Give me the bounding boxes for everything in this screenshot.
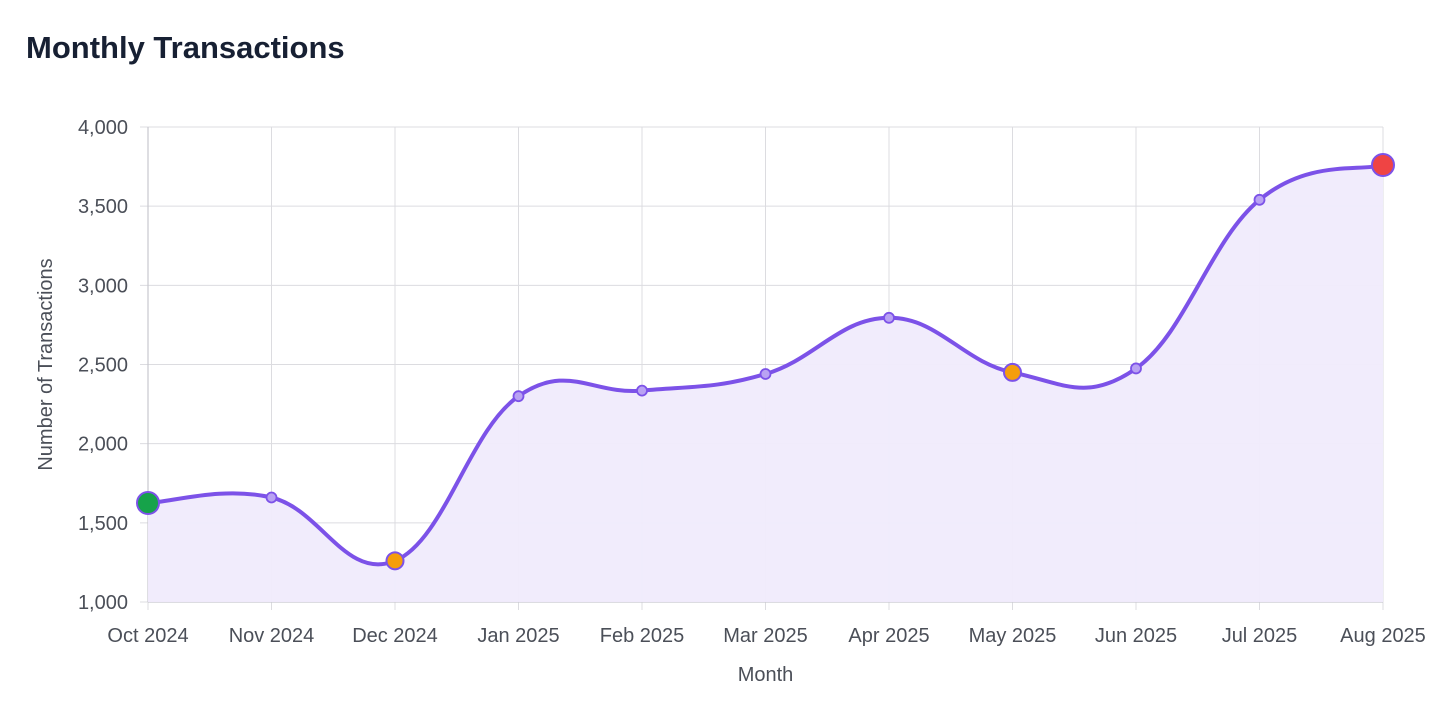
- y-tick-label: 2,000: [78, 434, 128, 456]
- x-tick-label: Feb 2025: [600, 625, 685, 647]
- x-axis-ticks: Oct 2024 Nov 2024 Dec 2024 Jan 2025 Feb 2025…: [107, 625, 1425, 647]
- y-tick-label: 1,000: [78, 592, 128, 614]
- x-axis-title: Month: [738, 664, 794, 686]
- x-tick-label: May 2025: [969, 625, 1057, 647]
- y-tick-label: 3,500: [78, 196, 128, 218]
- y-tick-label: 1,500: [78, 513, 128, 535]
- y-tick-label: 2,500: [78, 355, 128, 377]
- area-fill: [148, 165, 1383, 602]
- data-points: [136, 153, 1395, 571]
- data-point[interactable]: [1130, 362, 1142, 375]
- data-point[interactable]: [512, 390, 525, 403]
- data-point[interactable]: [636, 384, 648, 397]
- chart-title: Monthly Transactions: [26, 30, 345, 65]
- data-point-dip[interactable]: [1003, 362, 1022, 382]
- data-point[interactable]: [1253, 193, 1266, 206]
- x-tick-label: Jun 2025: [1095, 625, 1177, 647]
- y-tick-label: 4,000: [78, 117, 128, 139]
- x-tick-label: Aug 2025: [1340, 625, 1426, 647]
- x-tick-label: Dec 2024: [352, 625, 438, 647]
- y-axis-title: Number of Transactions: [35, 258, 57, 470]
- data-point[interactable]: [265, 491, 278, 504]
- data-point[interactable]: [759, 368, 772, 380]
- y-axis-ticks: 1,000 1,500 2,000 2,500 3,000 3,500 4,000: [78, 117, 128, 614]
- x-tick-label: Jul 2025: [1222, 625, 1298, 647]
- data-point-dip[interactable]: [385, 551, 405, 571]
- data-point[interactable]: [883, 311, 895, 324]
- x-tick-label: Jan 2025: [477, 625, 559, 647]
- x-tick-label: Mar 2025: [723, 625, 808, 647]
- x-tick-label: Oct 2024: [107, 625, 188, 647]
- x-tick-label: Nov 2024: [229, 625, 315, 647]
- data-point-start[interactable]: [136, 491, 160, 516]
- y-tick-label: 3,000: [78, 275, 128, 297]
- x-tick-label: Apr 2025: [848, 625, 929, 647]
- data-point-peak[interactable]: [1371, 153, 1395, 177]
